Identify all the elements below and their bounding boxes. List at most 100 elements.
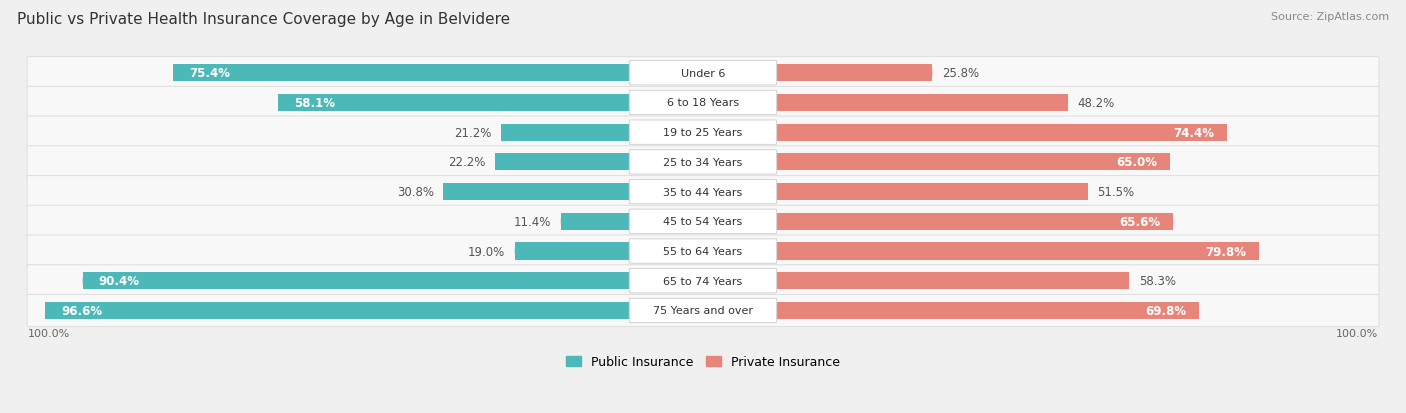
FancyBboxPatch shape	[630, 150, 776, 175]
Circle shape	[776, 245, 779, 257]
Text: 74.4%: 74.4%	[1173, 126, 1213, 139]
Circle shape	[776, 305, 779, 317]
Bar	[173, 65, 630, 82]
Bar	[45, 302, 630, 319]
Bar	[561, 213, 630, 230]
FancyBboxPatch shape	[27, 57, 1379, 90]
Circle shape	[443, 186, 446, 198]
Bar	[776, 213, 1173, 230]
Text: 90.4%: 90.4%	[98, 275, 139, 287]
Circle shape	[776, 127, 779, 139]
Bar	[776, 65, 932, 82]
Legend: Public Insurance, Private Insurance: Public Insurance, Private Insurance	[561, 351, 845, 373]
Circle shape	[1085, 186, 1088, 198]
Circle shape	[561, 216, 564, 228]
FancyBboxPatch shape	[630, 239, 776, 263]
Bar	[443, 183, 630, 201]
Bar	[502, 124, 630, 141]
Bar	[776, 302, 1199, 319]
Circle shape	[278, 97, 281, 109]
Text: 58.3%: 58.3%	[1139, 275, 1175, 287]
Text: 6 to 18 Years: 6 to 18 Years	[666, 98, 740, 108]
Text: 79.8%: 79.8%	[1205, 245, 1247, 258]
Circle shape	[83, 275, 86, 287]
Text: 100.0%: 100.0%	[28, 328, 70, 338]
Text: 48.2%: 48.2%	[1077, 97, 1115, 110]
Text: 22.2%: 22.2%	[449, 156, 486, 169]
Text: 19 to 25 Years: 19 to 25 Years	[664, 128, 742, 138]
Text: 65.6%: 65.6%	[1119, 215, 1160, 228]
Circle shape	[173, 68, 176, 79]
Circle shape	[929, 68, 932, 79]
FancyBboxPatch shape	[27, 265, 1379, 297]
Text: 75.4%: 75.4%	[190, 67, 231, 80]
Text: 96.6%: 96.6%	[60, 304, 103, 317]
Text: 11.4%: 11.4%	[513, 215, 551, 228]
Circle shape	[502, 127, 503, 139]
Circle shape	[1225, 127, 1226, 139]
FancyBboxPatch shape	[630, 121, 776, 145]
Text: Under 6: Under 6	[681, 69, 725, 78]
Bar	[495, 154, 630, 171]
FancyBboxPatch shape	[27, 295, 1379, 327]
FancyBboxPatch shape	[630, 269, 776, 293]
Circle shape	[627, 157, 630, 169]
Text: 19.0%: 19.0%	[468, 245, 505, 258]
Circle shape	[776, 97, 779, 109]
FancyBboxPatch shape	[27, 117, 1379, 149]
FancyBboxPatch shape	[630, 180, 776, 204]
Text: 25 to 34 Years: 25 to 34 Years	[664, 157, 742, 167]
Circle shape	[1171, 216, 1173, 228]
Bar	[776, 243, 1260, 260]
Bar	[776, 183, 1088, 201]
FancyBboxPatch shape	[27, 176, 1379, 208]
Circle shape	[776, 216, 779, 228]
Text: 100.0%: 100.0%	[1336, 328, 1378, 338]
FancyBboxPatch shape	[27, 206, 1379, 238]
Text: 58.1%: 58.1%	[294, 97, 335, 110]
Circle shape	[1167, 157, 1170, 169]
FancyBboxPatch shape	[27, 147, 1379, 178]
Bar	[515, 243, 630, 260]
FancyBboxPatch shape	[27, 87, 1379, 119]
Bar	[776, 95, 1069, 112]
FancyBboxPatch shape	[630, 62, 776, 85]
Bar	[776, 154, 1170, 171]
Circle shape	[1066, 97, 1069, 109]
Circle shape	[776, 157, 779, 169]
Bar	[83, 273, 630, 290]
Circle shape	[495, 157, 498, 169]
Circle shape	[1126, 275, 1129, 287]
Circle shape	[627, 97, 630, 109]
Text: 51.5%: 51.5%	[1098, 185, 1135, 199]
FancyBboxPatch shape	[27, 235, 1379, 268]
Text: 30.8%: 30.8%	[396, 185, 434, 199]
Circle shape	[776, 186, 779, 198]
Text: 45 to 54 Years: 45 to 54 Years	[664, 217, 742, 227]
Text: 35 to 44 Years: 35 to 44 Years	[664, 187, 742, 197]
Circle shape	[515, 245, 517, 257]
Bar	[776, 124, 1226, 141]
Circle shape	[1197, 305, 1199, 317]
FancyBboxPatch shape	[630, 210, 776, 234]
Bar	[776, 273, 1129, 290]
Circle shape	[627, 216, 630, 228]
Circle shape	[627, 186, 630, 198]
Text: 69.8%: 69.8%	[1144, 304, 1185, 317]
Text: 25.8%: 25.8%	[942, 67, 979, 80]
Circle shape	[627, 245, 630, 257]
Text: Public vs Private Health Insurance Coverage by Age in Belvidere: Public vs Private Health Insurance Cover…	[17, 12, 510, 27]
Text: Source: ZipAtlas.com: Source: ZipAtlas.com	[1271, 12, 1389, 22]
Circle shape	[776, 275, 779, 287]
Circle shape	[627, 68, 630, 79]
Text: 55 to 64 Years: 55 to 64 Years	[664, 247, 742, 256]
Text: 75 Years and over: 75 Years and over	[652, 306, 754, 316]
Circle shape	[627, 127, 630, 139]
Text: 65 to 74 Years: 65 to 74 Years	[664, 276, 742, 286]
FancyBboxPatch shape	[630, 299, 776, 323]
Circle shape	[45, 305, 48, 317]
Bar	[278, 95, 630, 112]
Circle shape	[776, 68, 779, 79]
FancyBboxPatch shape	[630, 91, 776, 115]
Circle shape	[627, 275, 630, 287]
